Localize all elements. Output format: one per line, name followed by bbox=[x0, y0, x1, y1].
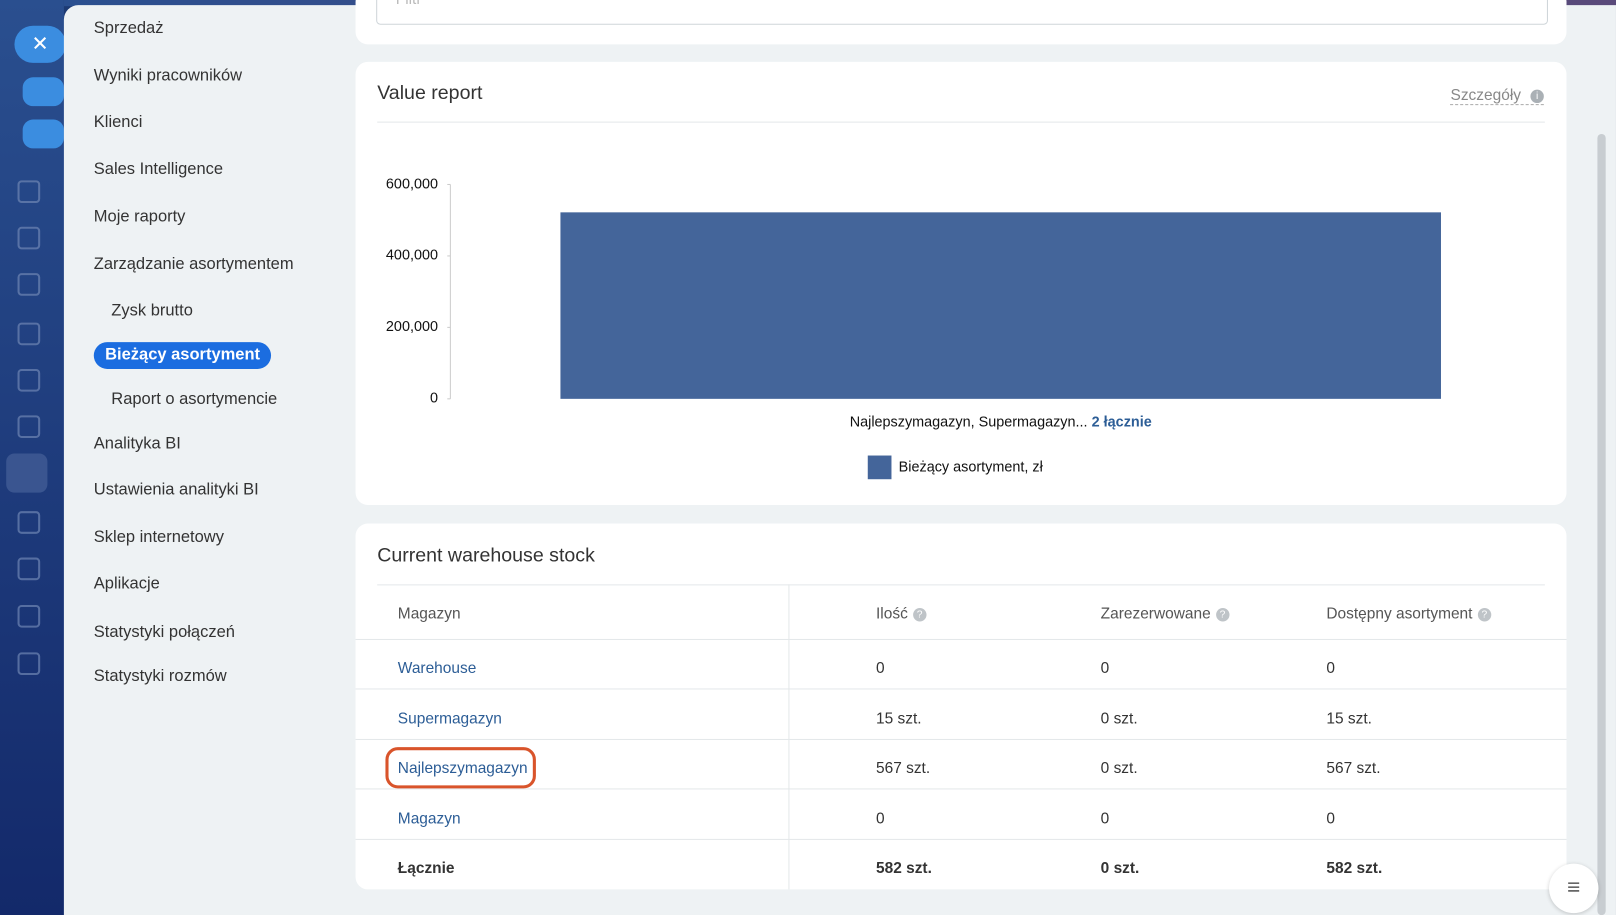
y-tick-label: 0 bbox=[430, 391, 438, 407]
legend-label: Bieżący asortyment, zł bbox=[899, 460, 1044, 476]
menu-item[interactable]: Moje raporty bbox=[93, 208, 186, 226]
menu-item[interactable]: Aplikacje bbox=[93, 575, 160, 593]
column-header-text: Magazyn bbox=[397, 604, 461, 623]
total-cell: 582 szt. bbox=[876, 859, 932, 878]
highlight bbox=[385, 747, 536, 789]
column-header-text: Dostępny asortyment bbox=[1326, 604, 1473, 623]
table-cell: 15 szt. bbox=[876, 709, 922, 728]
menu-item[interactable]: Analityka BI bbox=[93, 434, 181, 453]
menu-item[interactable]: Sales Intelligence bbox=[93, 160, 224, 179]
nav-icon[interactable] bbox=[17, 180, 41, 204]
chart: 0 200,000 400,000 600,000 Najlepszymagazyn, … bbox=[386, 176, 1441, 480]
help-icon: ? bbox=[912, 608, 927, 622]
total-cell: 0 szt. bbox=[1100, 859, 1140, 878]
row-divider bbox=[355, 738, 1567, 740]
y-tick-label: 200,000 bbox=[386, 319, 438, 335]
left-nav: ✕ bbox=[0, 0, 66, 915]
stock-card: Current warehouse stock Magazyn Ilość? Zar… bbox=[355, 523, 1567, 890]
table-cell: 0 bbox=[1326, 659, 1335, 678]
x-tick-label: Najlepszymagazyn, Supermagazyn... 2 łączn… bbox=[850, 414, 1152, 430]
menu-subitem[interactable]: Zysk brutto bbox=[111, 301, 193, 320]
column-header-text: Ilość bbox=[876, 604, 908, 623]
menu-item[interactable]: Wyniki pracowników bbox=[93, 66, 243, 85]
menu-subitem[interactable]: Raport o asortymencie bbox=[111, 390, 278, 409]
nav-icon[interactable] bbox=[17, 273, 41, 296]
card-title: Value report bbox=[377, 82, 483, 105]
close-button[interactable]: ✕ bbox=[14, 25, 66, 63]
details-link[interactable]: Szczegóły i bbox=[1450, 86, 1544, 106]
table-cell: 0 bbox=[1100, 809, 1110, 828]
menu-item[interactable]: Sprzedaż bbox=[93, 19, 164, 38]
legend-swatch bbox=[867, 455, 892, 480]
filter-input[interactable]: Filtr bbox=[376, 0, 1548, 25]
help-icon: ? bbox=[1215, 608, 1230, 622]
open-button[interactable] bbox=[22, 77, 64, 107]
nav-icon[interactable] bbox=[17, 226, 41, 250]
warehouse-link[interactable]: Supermagazyn bbox=[397, 709, 502, 728]
total-cell: Łącznie bbox=[397, 859, 455, 878]
y-tick-label: 600,000 bbox=[386, 176, 438, 192]
help-icon: ? bbox=[1477, 608, 1492, 622]
warehouse-link[interactable]: Magazyn bbox=[397, 809, 461, 828]
bar bbox=[560, 212, 1441, 399]
nav-active[interactable] bbox=[6, 453, 48, 493]
total-cell: 582 szt. bbox=[1326, 859, 1383, 878]
menu-item[interactable]: Klienci bbox=[93, 113, 143, 131]
list-button[interactable]: ≡ bbox=[1548, 863, 1599, 914]
divider bbox=[355, 638, 1567, 641]
table-cell: 0 bbox=[1326, 809, 1335, 828]
value-report-card: Value report Szczegóły i 0 200,000 400,000… bbox=[355, 61, 1567, 505]
table-cell: 0 bbox=[876, 809, 885, 828]
table-cell: 0 szt. bbox=[1100, 759, 1138, 778]
row-divider bbox=[355, 838, 1567, 840]
column-header: Zarezerwowane? bbox=[1100, 604, 1230, 623]
menu-item[interactable]: Ustawienia analityki BI bbox=[93, 481, 259, 499]
y-tick-label: 400,000 bbox=[386, 248, 438, 264]
filter-card: Filtr bbox=[355, 0, 1567, 45]
menu-item[interactable]: Zarządzanie asortymentem bbox=[93, 255, 294, 274]
nav-icon[interactable] bbox=[17, 415, 41, 439]
menu-item[interactable]: Statystyki połączeń bbox=[93, 623, 235, 642]
column-header-text: Zarezerwowane bbox=[1100, 604, 1211, 623]
table-cell: 567 szt. bbox=[876, 759, 931, 778]
table-cell: 15 szt. bbox=[1326, 709, 1372, 728]
table-cell: 0 bbox=[1100, 659, 1110, 678]
nav-icon[interactable] bbox=[17, 652, 41, 676]
warehouse-link[interactable]: Najlepszymagazyn bbox=[397, 759, 528, 778]
nav-icon[interactable] bbox=[17, 322, 41, 346]
link-button[interactable] bbox=[22, 119, 64, 149]
filter-placeholder: Filtr bbox=[396, 0, 422, 8]
column-header: Magazyn bbox=[398, 605, 461, 623]
scrollbar bbox=[1597, 133, 1606, 915]
card-title: Current warehouse stock bbox=[377, 545, 595, 567]
column-divider bbox=[788, 584, 790, 890]
menu-item[interactable]: Statystyki rozmów bbox=[93, 667, 227, 686]
row-divider bbox=[355, 688, 1567, 690]
nav-icon[interactable] bbox=[17, 557, 41, 581]
table-cell: 0 bbox=[876, 659, 885, 678]
table-cell: 0 szt. bbox=[1100, 709, 1138, 728]
row-divider bbox=[355, 788, 1567, 790]
divider bbox=[377, 584, 1545, 586]
menu-item[interactable]: Sklep internetowy bbox=[93, 528, 224, 547]
nav-icon[interactable] bbox=[17, 511, 41, 534]
nav-icon[interactable] bbox=[17, 604, 41, 628]
details-text: Szczegóły bbox=[1450, 86, 1521, 105]
menu-subitem-active[interactable]: Bieżący asortyment bbox=[93, 342, 272, 369]
category-more: 2 łącznie bbox=[1092, 414, 1152, 430]
nav-icon[interactable] bbox=[17, 368, 41, 392]
warehouse-link[interactable]: Warehouse bbox=[397, 659, 477, 678]
table-cell: 567 szt. bbox=[1326, 759, 1381, 778]
category-label: Najlepszymagazyn, Supermagazyn... bbox=[850, 414, 1088, 430]
divider bbox=[377, 121, 1545, 123]
column-header: Ilość? bbox=[876, 604, 927, 623]
column-header: Dostępny asortyment? bbox=[1326, 604, 1492, 623]
